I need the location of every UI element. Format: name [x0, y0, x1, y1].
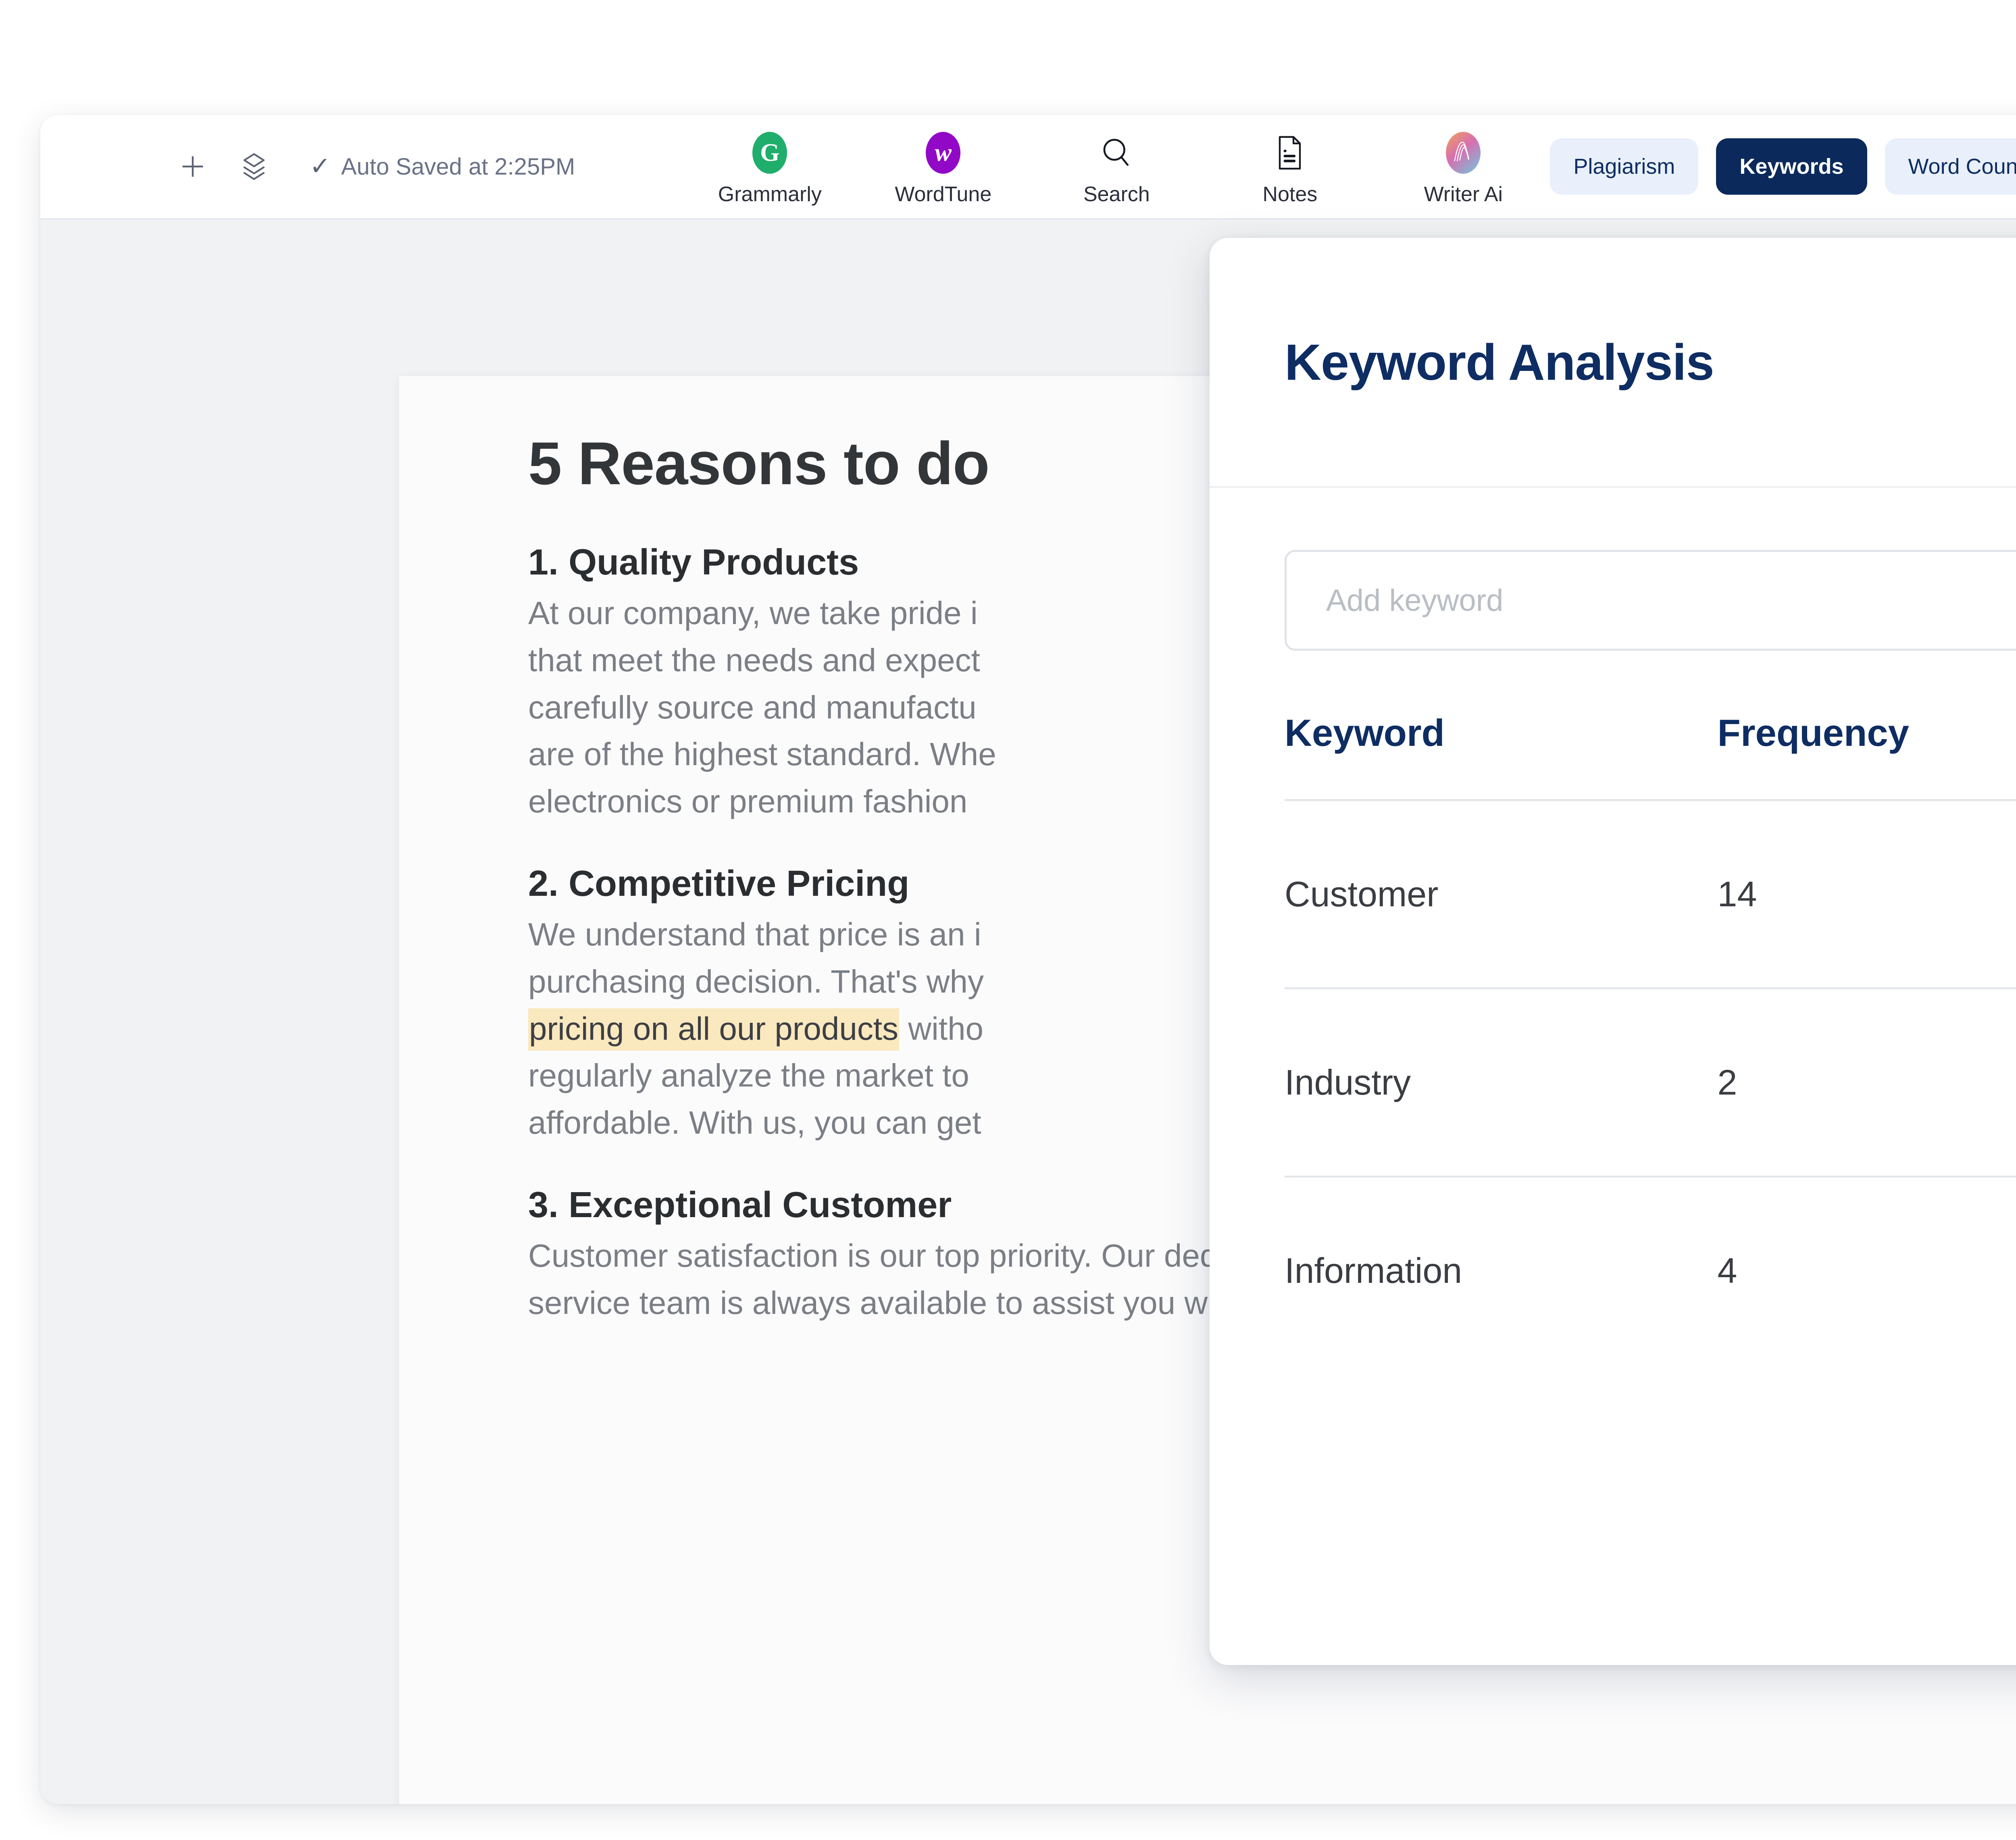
tool-wordtune[interactable]: w WordTune	[856, 127, 1030, 206]
tool-writer-ai[interactable]: Writer Ai	[1377, 127, 1550, 206]
column-header-keyword[interactable]: Keyword	[1285, 711, 1693, 801]
tool-grammarly[interactable]: G Grammarly	[683, 127, 856, 206]
toolbar-left-group: ✓ Auto Saved at 2:25PM	[40, 147, 575, 186]
toolbar: ✓ Auto Saved at 2:25PM G Grammarly w Wor…	[40, 115, 2016, 220]
panel-body: Add Keyword Frequency Density Customer 1…	[1210, 488, 2016, 1364]
word-count-label: Word Count	[1908, 154, 2016, 179]
table-row[interactable]: Industry 2 0.40%	[1285, 988, 2016, 1178]
toolbar-right-group: Plagiarism Keywords Word Count 0 Downloa…	[1550, 138, 2016, 195]
toolbar-tools-group: G Grammarly w WordTune	[683, 127, 1550, 206]
cell-frequency: 2	[1693, 988, 2016, 1178]
body-line-highlighted: pricing on all our products witho	[528, 1005, 2016, 1053]
body-line: carefully source and manufactu	[528, 689, 977, 725]
keyword-highlight: pricing on all our products	[528, 1008, 900, 1051]
cell-frequency: 4	[1717, 1251, 1737, 1290]
tool-label-wordtune: WordTune	[895, 183, 992, 206]
tool-notes[interactable]: Notes	[1203, 127, 1377, 206]
body-line: purchasing decision. That's why	[528, 963, 984, 999]
add-keyword-row: Add	[1285, 488, 2016, 651]
notes-icon	[1274, 131, 1306, 174]
table-header-row: Keyword Frequency Density	[1285, 711, 2016, 801]
tool-search[interactable]: Search	[1030, 127, 1203, 206]
body-line: are of the highest standard. Whe	[528, 736, 996, 772]
document-title: 5 Reasons to do	[528, 429, 990, 497]
panel-title: Keyword Analysis	[1285, 333, 1714, 391]
autosave-status: ✓ Auto Saved at 2:25PM	[310, 153, 575, 180]
document-section: 1. Quality Products At our company, we t…	[528, 542, 2016, 825]
section-body: At our company, we take pride i that mee…	[528, 590, 2016, 825]
keyword-table-head: Keyword Frequency Density	[1285, 711, 2016, 801]
writer-ai-mark	[1446, 132, 1481, 174]
tool-label-grammarly: Grammarly	[718, 183, 822, 206]
cell-frequency: 14	[1693, 800, 2016, 989]
keywords-label: Keywords	[1739, 154, 1844, 179]
wordtune-icon: w	[926, 131, 961, 174]
body-line: electronics or premium fashion	[528, 783, 968, 820]
keyword-table-body: Customer 14 2.77% Industry 2 0.40% Infor…	[1285, 800, 2016, 1364]
panel-header: Keyword Analysis ✕	[1210, 238, 2016, 488]
body-line: that meet the needs and expect	[528, 642, 980, 678]
word-count-button[interactable]: Word Count 0	[1885, 138, 2016, 195]
cell-keyword: Industry	[1285, 988, 1693, 1178]
section-body: We understand that price is an i purchas…	[528, 911, 2016, 1147]
keyword-table: Keyword Frequency Density Customer 14 2.…	[1285, 711, 2016, 1364]
keyword-analysis-panel: Keyword Analysis ✕ Add Keyword Frequency…	[1210, 238, 2016, 1665]
column-header-frequency[interactable]: Frequency	[1693, 711, 2016, 801]
cell-keyword: Customer	[1285, 800, 1693, 989]
autosave-label: Auto Saved at 2:25PM	[341, 153, 575, 180]
document-section: 2. Competitive Pricing We understand tha…	[528, 863, 2016, 1147]
tool-label-notes: Notes	[1262, 183, 1318, 206]
body-line: regularly analyze the market to	[528, 1057, 969, 1094]
section-heading: 1. Quality Products	[528, 542, 859, 583]
search-icon	[1098, 131, 1135, 174]
table-row[interactable]: Information 4 0.79%	[1285, 1177, 2016, 1364]
layers-icon[interactable]	[235, 147, 273, 186]
body-line: affordable. With us, you can get	[528, 1105, 981, 1141]
keywords-button[interactable]: Keywords	[1716, 138, 1867, 195]
keyword-input[interactable]	[1285, 550, 2016, 651]
check-icon: ✓	[310, 152, 331, 180]
tool-label-search: Search	[1083, 183, 1150, 206]
section-heading: 3. Exceptional Customer	[528, 1184, 952, 1225]
cell-keyword: Information	[1285, 1251, 1462, 1290]
plus-icon[interactable]	[173, 147, 212, 186]
wordtune-mark: w	[926, 132, 961, 174]
writer-ai-icon	[1446, 131, 1481, 174]
grammarly-icon: G	[752, 131, 787, 174]
section-heading: 2. Competitive Pricing	[528, 863, 910, 904]
plagiarism-label: Plagiarism	[1573, 154, 1675, 179]
plagiarism-button[interactable]: Plagiarism	[1550, 138, 1699, 195]
tool-label-writer-ai: Writer Ai	[1424, 183, 1503, 206]
body-line: At our company, we take pride i	[528, 595, 978, 631]
table-row[interactable]: Customer 14 2.77%	[1285, 800, 2016, 989]
body-line: We understand that price is an i	[528, 916, 981, 952]
body-line-tail: witho	[899, 1010, 984, 1047]
grammarly-mark: G	[752, 132, 787, 174]
